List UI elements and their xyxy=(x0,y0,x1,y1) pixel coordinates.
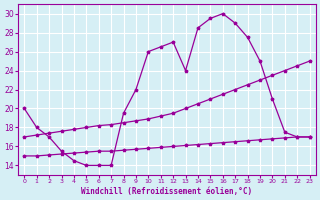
X-axis label: Windchill (Refroidissement éolien,°C): Windchill (Refroidissement éolien,°C) xyxy=(81,187,252,196)
